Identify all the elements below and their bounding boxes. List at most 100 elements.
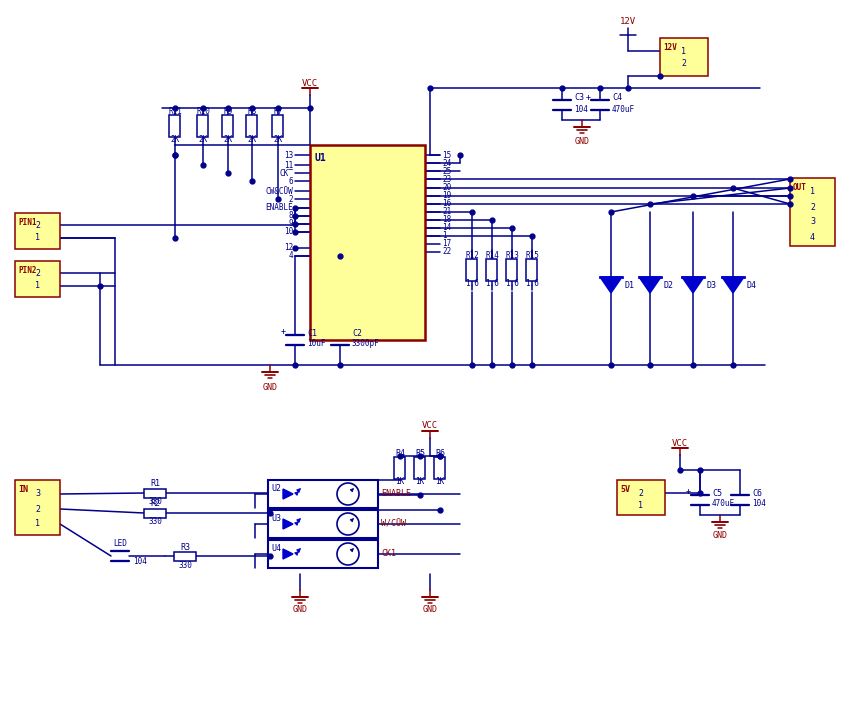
Text: D4: D4 (747, 280, 757, 290)
Text: OUT: OUT (793, 183, 807, 192)
Bar (268, 480, 378, 508)
Text: 25: 25 (442, 167, 452, 175)
Text: D2: D2 (664, 280, 674, 290)
Text: 2: 2 (638, 488, 643, 498)
Text: CK1: CK1 (381, 549, 396, 559)
Text: 4: 4 (810, 232, 815, 242)
Text: 2: 2 (35, 268, 40, 278)
Text: 4: 4 (288, 252, 293, 260)
Text: +: + (585, 93, 590, 101)
Text: 22: 22 (442, 247, 452, 257)
Bar (415, 457, 426, 479)
Text: IN: IN (18, 485, 28, 494)
Text: 1: 1 (35, 234, 40, 242)
Text: 330: 330 (148, 518, 162, 526)
Text: 104: 104 (752, 500, 766, 508)
Text: 13: 13 (283, 150, 293, 160)
Text: C5: C5 (712, 488, 722, 498)
Text: R1: R1 (150, 480, 160, 488)
Text: R6: R6 (435, 449, 445, 459)
Bar (394, 457, 405, 479)
Text: R11: R11 (168, 108, 182, 116)
Text: +: + (281, 327, 285, 336)
Bar (272, 115, 283, 137)
Text: 24: 24 (442, 158, 452, 168)
Text: 1: 1 (442, 232, 447, 240)
Text: 1: 1 (810, 188, 815, 196)
Text: GND: GND (574, 137, 590, 147)
Text: 1K: 1K (415, 477, 425, 487)
Text: 6: 6 (288, 176, 293, 186)
Text: R13: R13 (505, 252, 519, 260)
Polygon shape (283, 489, 293, 499)
Text: U1: U1 (315, 153, 327, 163)
Text: 2K: 2K (247, 135, 257, 145)
Text: 2K: 2K (224, 135, 233, 145)
Bar (268, 510, 378, 538)
Text: 330: 330 (148, 498, 162, 506)
Text: R14: R14 (485, 252, 499, 260)
Text: C6: C6 (752, 488, 762, 498)
Text: 17: 17 (442, 239, 452, 249)
Text: 23: 23 (442, 175, 452, 183)
Text: 1K: 1K (395, 477, 405, 487)
Text: 14: 14 (442, 224, 452, 232)
Text: 1.6: 1.6 (505, 280, 519, 288)
Bar (246, 115, 257, 137)
Text: 470uF: 470uF (612, 104, 635, 114)
Text: 10uF: 10uF (307, 339, 325, 349)
Text: 330: 330 (178, 561, 192, 569)
Text: 3: 3 (35, 490, 40, 498)
Bar (435, 457, 446, 479)
Text: VCC: VCC (422, 421, 438, 431)
Text: 11: 11 (283, 160, 293, 170)
Bar (144, 488, 166, 498)
Text: 16: 16 (442, 199, 452, 209)
Bar (15, 261, 60, 297)
Bar (15, 480, 60, 535)
Text: 2K: 2K (198, 135, 208, 145)
Text: C2: C2 (352, 329, 362, 337)
Bar (617, 480, 665, 515)
Text: R10: R10 (196, 108, 210, 116)
Text: R3: R3 (180, 543, 190, 551)
Bar (268, 540, 378, 568)
Text: U4: U4 (271, 544, 281, 553)
Text: 18: 18 (442, 216, 452, 224)
Bar (174, 551, 196, 561)
Text: C3: C3 (574, 93, 584, 103)
Text: R4: R4 (395, 449, 405, 459)
Text: 3300pF: 3300pF (352, 339, 380, 349)
Text: 2: 2 (35, 505, 40, 513)
Text: U2: U2 (271, 484, 281, 493)
Bar (15, 213, 60, 249)
Text: 2K: 2K (273, 135, 283, 145)
Text: 104: 104 (133, 557, 147, 566)
Text: D1: D1 (625, 280, 635, 290)
Text: 1: 1 (681, 47, 686, 55)
Text: R15: R15 (525, 252, 539, 260)
Text: CW&CŪW: CW&CŪW (265, 186, 293, 196)
Bar (660, 38, 708, 76)
Text: 1K: 1K (436, 477, 445, 487)
Text: U3: U3 (271, 514, 281, 523)
Text: R8: R8 (247, 108, 257, 116)
Text: C1: C1 (307, 329, 317, 337)
Text: ENABLE: ENABLE (381, 490, 411, 498)
Text: 12V: 12V (663, 43, 677, 52)
Text: 1: 1 (35, 520, 40, 528)
Text: GND: GND (293, 605, 308, 615)
Text: C4: C4 (612, 93, 622, 103)
Text: 3: 3 (810, 218, 815, 226)
Text: 12: 12 (283, 244, 293, 252)
Text: GND: GND (262, 383, 278, 392)
Text: VCC: VCC (302, 78, 318, 88)
Text: LED: LED (113, 539, 127, 547)
Text: R7: R7 (273, 108, 283, 116)
Text: 1: 1 (35, 282, 40, 290)
Bar (506, 259, 517, 281)
Bar (223, 115, 234, 137)
Text: 1.6: 1.6 (465, 280, 479, 288)
Bar (144, 508, 166, 518)
Text: 9: 9 (288, 219, 293, 229)
